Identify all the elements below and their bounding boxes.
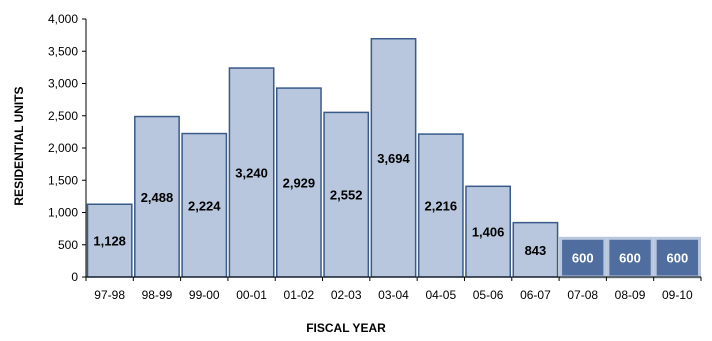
x-tick-label: 00-01 <box>236 288 267 302</box>
data-label-03-04: 3,694 <box>377 151 410 166</box>
x-tick-label: 98-99 <box>142 288 173 302</box>
x-tick-label: 05-06 <box>473 288 504 302</box>
data-label-00-01: 3,240 <box>235 166 268 181</box>
y-axis: 0 500 1,000 1,500 2,000 2,500 3,000 3,500 4,000 <box>48 12 87 284</box>
bar-05-06 <box>465 185 512 278</box>
x-tick-label: 01-02 <box>284 288 315 302</box>
y-axis-title: RESIDENTIAL UNITS <box>12 86 26 205</box>
bar-98-99 <box>134 115 180 278</box>
data-label-99-00: 2,224 <box>188 198 221 213</box>
x-tick-label: 06-07 <box>520 288 551 302</box>
data-label-02-03: 2,552 <box>330 188 363 203</box>
y-tick-label: 0 <box>71 270 78 284</box>
x-tick-label: 97-98 <box>94 288 125 302</box>
bar-97-98 <box>86 203 133 278</box>
data-label-06-07: 843 <box>525 243 547 258</box>
data-label-09-10: 600 <box>666 251 688 266</box>
y-tick-label: 1,000 <box>48 206 78 220</box>
bar-00-01 <box>228 67 275 278</box>
bar-03-04 <box>370 37 417 278</box>
data-label-07-08: 600 <box>572 251 594 266</box>
y-tick-label: 2,500 <box>48 109 78 123</box>
x-axis-title: FISCAL YEAR <box>306 321 386 335</box>
bars: 1,128 2,488 2,224 3,240 2,929 2,552 3,694 2,216… <box>86 37 702 279</box>
data-label-08-09: 600 <box>619 251 641 266</box>
data-label-04-05: 2,216 <box>425 199 458 214</box>
x-tick-label: 04-05 <box>425 288 456 302</box>
y-tick-label: 4,000 <box>48 12 78 26</box>
x-tick-label: 03-04 <box>378 288 409 302</box>
data-label-01-02: 2,929 <box>283 176 316 191</box>
bar-08-09 <box>606 236 654 279</box>
bar-02-03 <box>323 111 370 278</box>
x-tick-label: 08-09 <box>615 288 646 302</box>
data-label-05-06: 1,406 <box>472 225 505 240</box>
y-tick-label: 3,500 <box>48 44 78 58</box>
x-tick-label: 99-00 <box>189 288 220 302</box>
y-tick-label: 3,000 <box>48 77 78 91</box>
data-label-97-98: 1,128 <box>93 234 126 249</box>
x-axis: 97-98 98-99 99-00 00-01 01-02 02-03 03-04 04-05… <box>85 276 702 302</box>
x-tick-label: 02-03 <box>331 288 362 302</box>
x-tick-label: 09-10 <box>662 288 693 302</box>
bar-06-07 <box>512 221 559 278</box>
y-tick-label: 500 <box>58 238 78 252</box>
x-tick-label: 07-08 <box>567 288 598 302</box>
bar-01-02 <box>275 87 322 278</box>
data-label-98-99: 2,488 <box>141 190 174 205</box>
y-tick-label: 2,000 <box>48 141 78 155</box>
y-tick-label: 1,500 <box>48 173 78 187</box>
